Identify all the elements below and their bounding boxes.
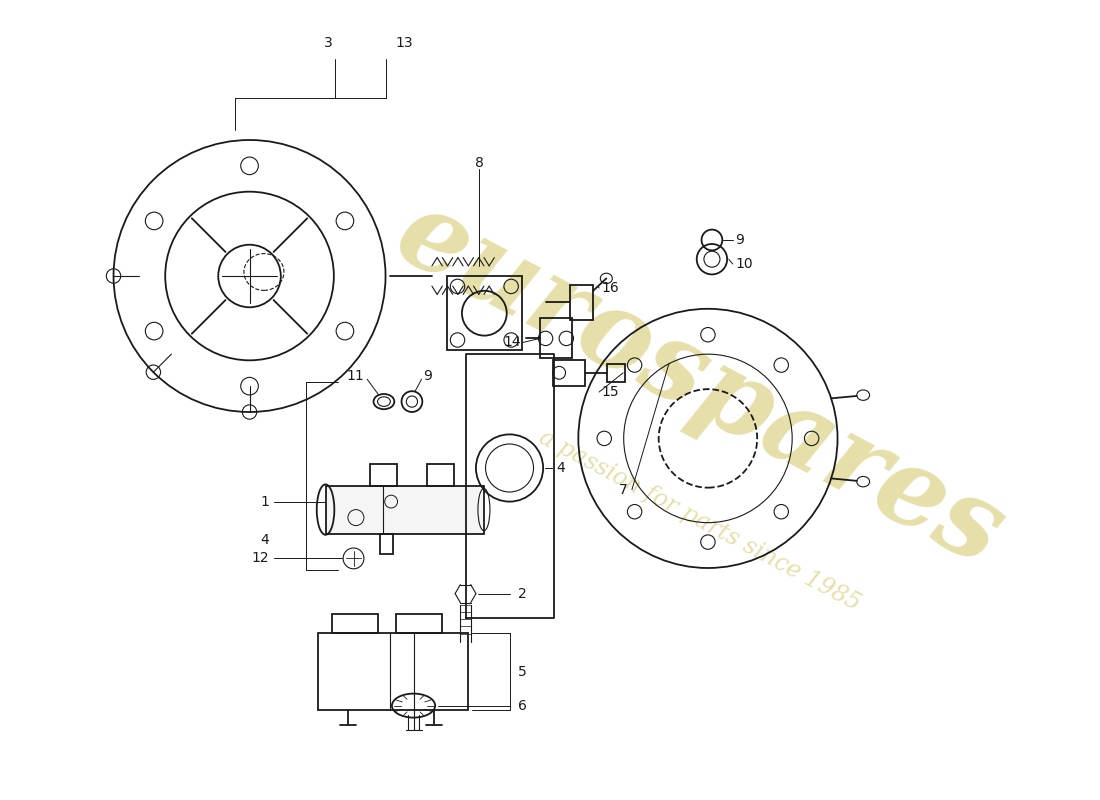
Bar: [570, 285, 593, 320]
Bar: [427, 464, 454, 486]
Text: 5: 5: [517, 665, 526, 678]
Text: 16: 16: [602, 281, 619, 295]
Text: 6: 6: [517, 698, 527, 713]
Text: 13: 13: [396, 36, 414, 50]
Text: 2: 2: [517, 586, 526, 601]
Bar: [540, 318, 572, 358]
Bar: [332, 614, 378, 633]
Text: 15: 15: [602, 385, 619, 399]
Bar: [552, 360, 585, 386]
Text: 14: 14: [503, 335, 520, 350]
Text: 4: 4: [556, 461, 564, 475]
Bar: [379, 534, 393, 554]
Bar: [318, 633, 468, 710]
Text: eurospares: eurospares: [378, 180, 1021, 588]
Text: 9: 9: [735, 233, 744, 247]
Bar: [370, 464, 397, 486]
Text: 10: 10: [735, 257, 752, 271]
Bar: [396, 614, 442, 633]
Text: 12: 12: [252, 551, 270, 566]
Bar: [326, 486, 484, 534]
Text: 7: 7: [619, 482, 628, 497]
Text: a passion for parts since 1985: a passion for parts since 1985: [536, 425, 865, 615]
Text: 1: 1: [261, 494, 270, 509]
Text: 11: 11: [346, 369, 364, 383]
Text: 3: 3: [323, 36, 332, 50]
Text: 8: 8: [475, 156, 484, 170]
Text: 4: 4: [261, 533, 270, 547]
Text: 9: 9: [424, 369, 432, 383]
Bar: [447, 276, 521, 350]
Bar: [607, 364, 625, 382]
